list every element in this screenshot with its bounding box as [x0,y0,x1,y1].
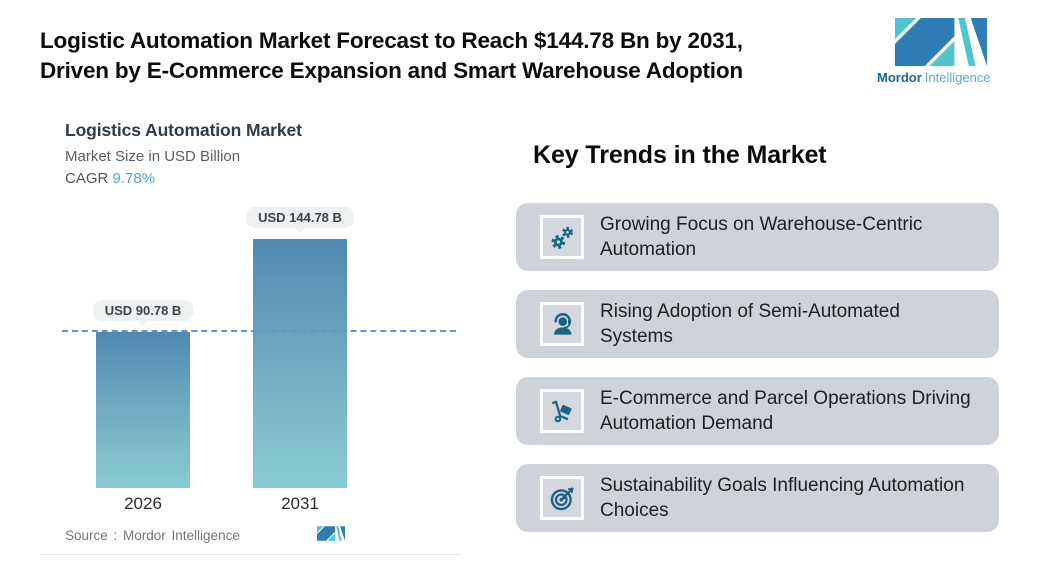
page-title-line2: Driven by E-Commerce Expansion and Smart… [40,58,743,83]
chart-cagr: CAGR 9.78% [65,170,155,187]
brand-logo: Mordor Intelligence [877,18,997,85]
value-label-2026-text: USD 90.78 B [104,303,182,318]
trend-icon-box [540,389,584,433]
mordor-intelligence-logo-icon [895,18,987,66]
trend-card-sustainability: Sustainability Goals Influencing Automat… [516,464,999,532]
reference-dashed-line [62,330,456,332]
hand-truck-icon [551,400,572,422]
trend-icon-box [540,215,584,259]
trend-card-ecommerce-parcel: E-Commerce and Parcel Operations Driving… [516,377,999,445]
trend-card-warehouse-automation: Growing Focus on Warehouse-Centric Autom… [516,203,999,271]
cagr-label: CAGR [65,170,109,187]
key-trends-heading: Key Trends in the Market [533,141,827,169]
bar-chart: USD 90.78 B USD 144.78 B [40,112,461,488]
chart-subtitle: Market Size in USD Billion [65,148,241,165]
page-title-line1: Logistic Automation Market Forecast to R… [40,28,743,53]
value-label-2031: USD 144.78 B [246,207,354,228]
gears-icon [550,226,573,249]
trend-card-semi-automated: Rising Adoption of Semi-Automated System… [516,290,999,358]
bar-2031 [253,239,347,488]
mordor-intelligence-mini-logo-icon [317,526,345,541]
trend-text: Growing Focus on Warehouse-Centric Autom… [600,214,923,260]
target-arrow-icon [550,487,573,510]
brand-name-light: Intelligence [924,70,991,85]
trend-icon-box [540,476,584,520]
trend-text: E-Commerce and Parcel Operations Driving… [600,388,971,434]
trend-icon-box [540,302,584,346]
x-axis-label-2031: 2031 [281,494,319,513]
market-chart-panel: Logistics Automation Market Market Size … [40,112,461,555]
x-axis-label-2026: 2026 [124,494,162,513]
brand-name-bold: Mordor [877,70,922,85]
support-agent-icon [553,312,571,335]
cagr-value: 9.78% [112,170,156,187]
trend-card-list: Growing Focus on Warehouse-Centric Autom… [516,203,999,532]
key-trends-section: Key Trends in the Market Growing Focus o… [516,140,999,532]
page-title: Logistic Automation Market Forecast to R… [40,26,870,86]
trend-text: Sustainability Goals Influencing Automat… [600,475,965,521]
value-label-2026: USD 90.78 B [92,300,194,321]
value-label-2031-text: USD 144.78 B [258,210,342,225]
bar-2026 [96,332,190,488]
trend-text: Rising Adoption of Semi-Automated System… [600,301,900,347]
chart-title: Logistics Automation Market [65,120,302,140]
brand-logo-text: Mordor Intelligence [877,70,997,85]
source-attribution: Source : Mordor Intelligence [65,528,240,543]
